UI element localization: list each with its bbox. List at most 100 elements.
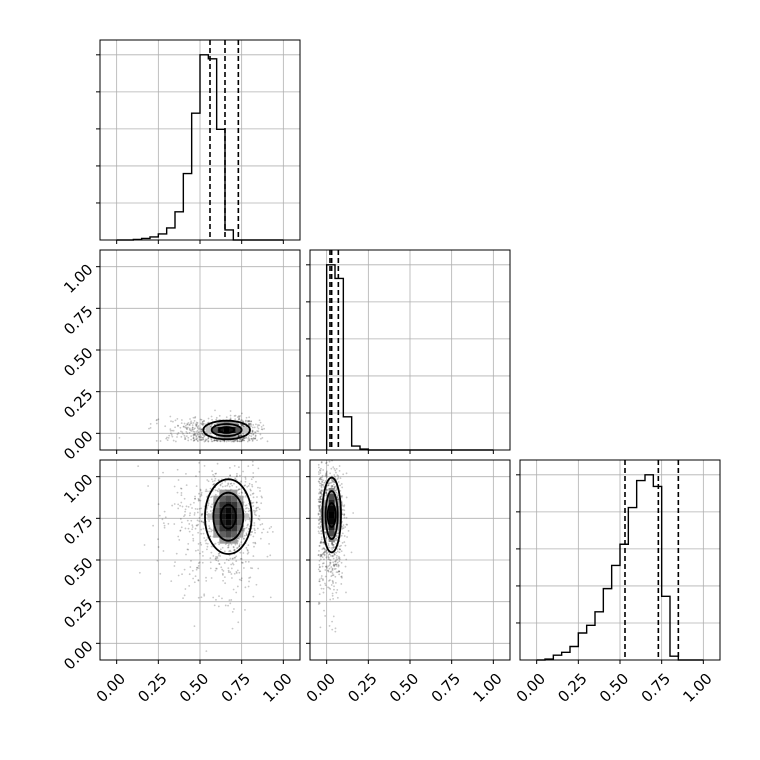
scatter-point [242, 437, 245, 439]
scatter-point [335, 489, 337, 491]
scatter-point [223, 439, 226, 442]
scatter-point [317, 526, 320, 528]
scatter-point [338, 548, 341, 550]
scatter-point [198, 470, 201, 473]
scatter-point [172, 439, 175, 442]
scatter-point [336, 496, 339, 499]
scatter-point [319, 542, 322, 544]
scatter-point [233, 556, 236, 559]
scatter-point [216, 462, 219, 465]
scatter-point [236, 475, 238, 477]
scatter-point [317, 463, 320, 466]
scatter-point [247, 544, 250, 547]
scatter-point [321, 562, 324, 565]
scatter-point [254, 435, 257, 438]
scatter-point [340, 550, 343, 553]
scatter-point [320, 532, 323, 535]
scatter-point [214, 558, 217, 560]
scatter-point [216, 439, 219, 442]
scatter-point [196, 439, 199, 442]
scatter-point [137, 465, 140, 468]
scatter-point [255, 480, 257, 483]
scatter-point [341, 501, 343, 504]
scatter-point [260, 428, 263, 431]
scatter-point [327, 484, 330, 487]
y-tick-label-2: 1.00 [60, 470, 96, 506]
scatter-point [320, 461, 323, 463]
scatter-point [221, 597, 223, 600]
scatter-point [328, 553, 331, 555]
scatter-point [245, 495, 247, 498]
scatter-point [210, 551, 213, 554]
scatter-point [239, 434, 242, 437]
scatter-point [334, 563, 337, 566]
scatter-point [227, 604, 229, 607]
scatter-point [318, 570, 321, 573]
scatter-point [334, 630, 337, 633]
scatter-point [205, 579, 208, 582]
scatter-point [196, 524, 199, 527]
scatter-point [331, 594, 334, 597]
scatter-point [258, 424, 261, 427]
scatter-point [212, 483, 215, 486]
scatter-point [318, 478, 321, 480]
scatter-point [335, 491, 337, 494]
scatter-point [331, 592, 334, 595]
scatter-point [219, 484, 222, 487]
scatter-point [174, 440, 177, 443]
scatter-point [237, 537, 240, 540]
scatter-point [259, 433, 262, 436]
scatter-point [194, 575, 197, 578]
scatter-point [252, 476, 255, 479]
scatter-point [241, 424, 244, 427]
x-tick-label-1: 1.00 [469, 670, 505, 706]
scatter-point [227, 567, 230, 570]
scatter-point [334, 475, 336, 478]
scatter-point [191, 528, 194, 531]
scatter-point [317, 480, 320, 483]
scatter-point [322, 547, 325, 550]
scatter-point [332, 466, 335, 469]
scatter-point [198, 561, 201, 564]
x-tick-label-1: 0.75 [428, 670, 464, 706]
scatter-point [261, 531, 263, 534]
scatter-point [188, 573, 191, 576]
scatter-point [235, 422, 238, 424]
scatter-point [176, 417, 179, 420]
scatter-point [234, 439, 237, 442]
scatter-point [336, 474, 339, 477]
scatter-point [216, 557, 219, 560]
scatter-point [318, 550, 320, 552]
density-cell [237, 531, 244, 538]
scatter-point [334, 485, 337, 488]
scatter-point [255, 514, 257, 517]
density-cell [217, 427, 224, 433]
scatter-point [323, 550, 326, 553]
scatter-point [327, 570, 330, 573]
scatter-point [334, 627, 337, 630]
scatter-point [212, 483, 215, 486]
scatter-point [319, 516, 322, 519]
scatter-point [243, 534, 246, 537]
scatter-point [185, 484, 188, 487]
scatter-points [118, 409, 269, 443]
scatter-point [245, 504, 248, 507]
scatter-point [319, 490, 322, 493]
scatter-point [352, 512, 355, 514]
scatter-point [251, 426, 254, 429]
density-cell [213, 531, 220, 538]
scatter-point [244, 586, 247, 589]
scatter-point [332, 545, 335, 548]
scatter-point [194, 432, 197, 435]
scatter-point [194, 497, 196, 500]
scatter-point [199, 418, 202, 421]
scatter-point [322, 469, 325, 471]
scatter-point [332, 554, 335, 557]
scatter-point [200, 428, 203, 430]
scatter-point [331, 543, 333, 546]
scatter-point [188, 427, 191, 430]
scatter-point [193, 514, 196, 516]
scatter-point [242, 470, 244, 473]
scatter-point [172, 429, 175, 432]
scatter-point [320, 554, 323, 556]
